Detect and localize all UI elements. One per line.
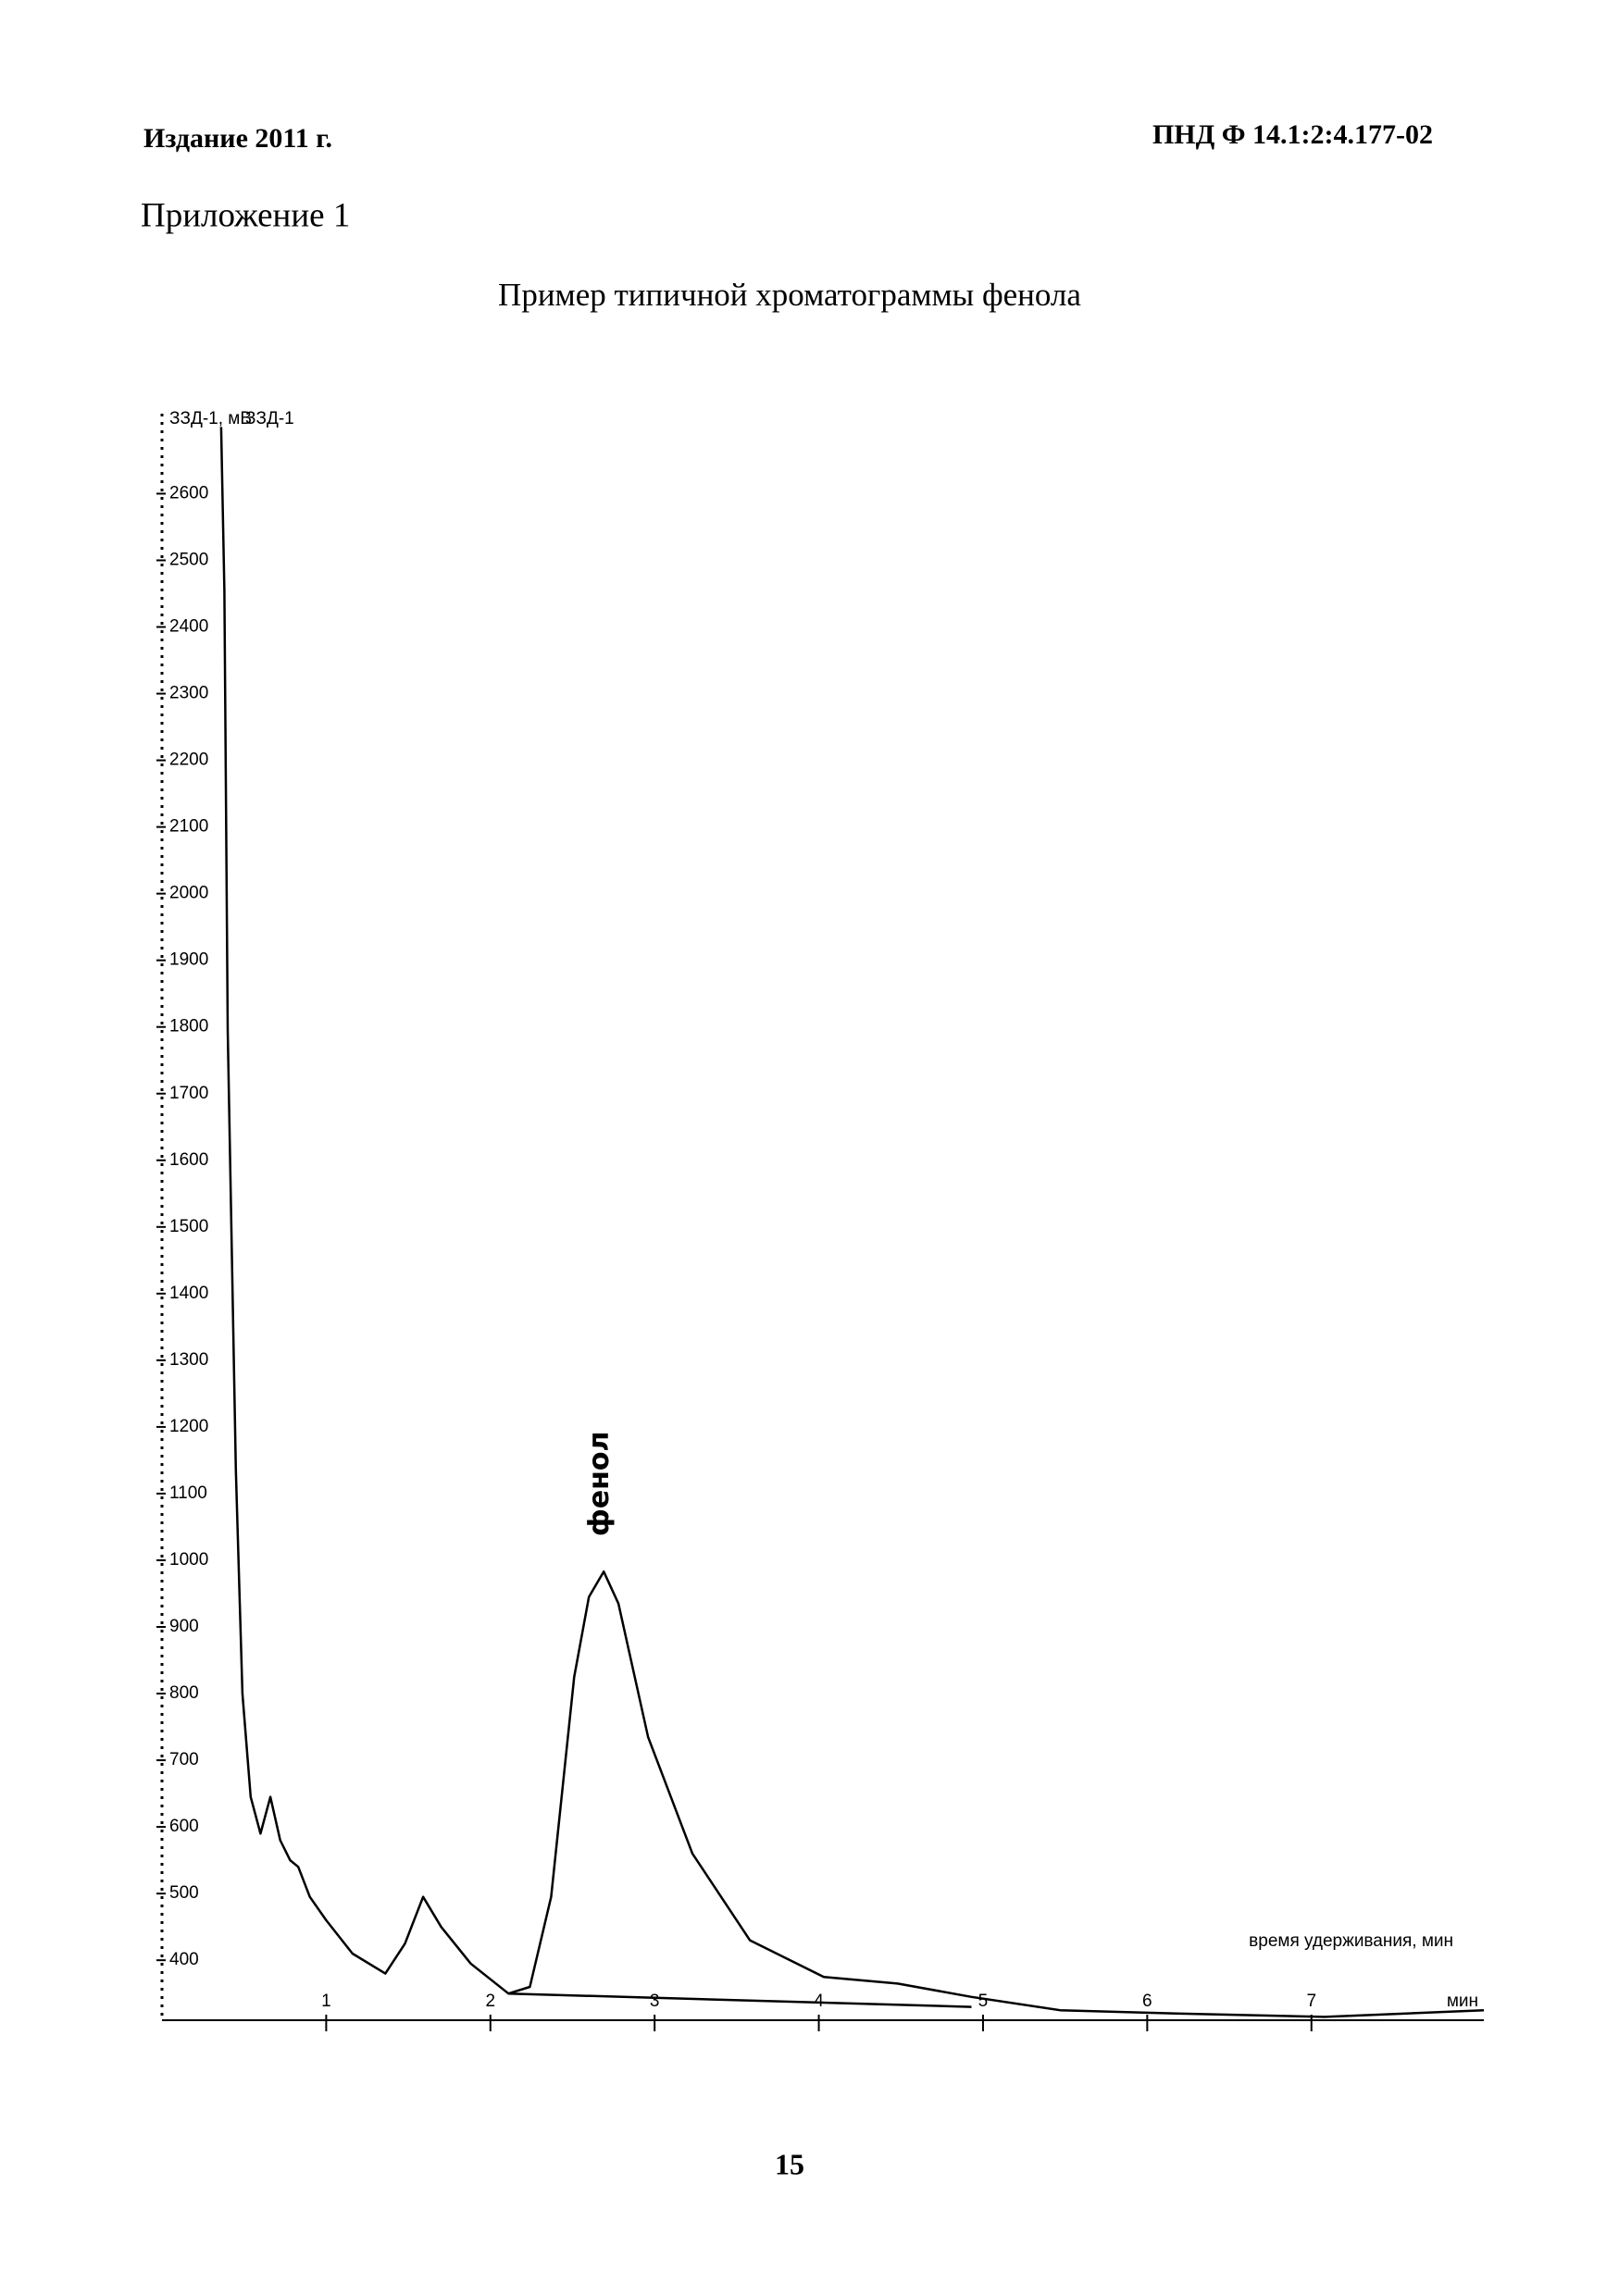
y-tick-label: 1300 [169, 1350, 208, 1370]
chart-title: Пример типичной хроматограммы фенола [498, 277, 1081, 313]
y-tick-label: 800 [169, 1683, 199, 1703]
y-tick-label: 1400 [169, 1284, 208, 1303]
y-tick-label: 400 [169, 1950, 199, 1969]
y-tick-label: 2300 [169, 684, 208, 703]
x-tick-label: 4 [814, 1992, 824, 2011]
x-unit: мин [1447, 1992, 1478, 2011]
x-axis-label: время удерживания, мин [1249, 1931, 1453, 1951]
y-tick-label: 1100 [169, 1483, 207, 1503]
y-tick-label: 700 [169, 1750, 199, 1769]
chromatogram-line [219, 427, 1485, 2018]
x-tick-label: 1 [321, 1992, 331, 2011]
header-left: Издание 2011 г. [143, 123, 332, 154]
y-tick-label: 1000 [169, 1550, 208, 1570]
y-tick-label: 2600 [169, 483, 208, 503]
y-tick-label: 2500 [169, 550, 208, 569]
y-tick-label: 900 [169, 1617, 199, 1636]
peak-annotation: фенол [583, 1431, 616, 1535]
x-tick-label: 7 [1306, 1992, 1316, 2011]
series-label: ЗЗД-1 [245, 409, 294, 428]
x-tick-label: 6 [1142, 1992, 1152, 2011]
x-tick-label: 5 [978, 1992, 989, 2011]
y-axis-label: ЗЗД-1, мВ [169, 409, 252, 428]
y-tick-label: 2100 [169, 817, 208, 837]
appendix: Приложение 1 [141, 196, 350, 234]
chromatogram-line [508, 1992, 972, 2008]
y-tick-label: 2400 [169, 617, 208, 637]
y-tick-label: 1900 [169, 950, 208, 970]
y-tick-label: 1200 [169, 1417, 208, 1436]
y-tick-label: 500 [169, 1883, 199, 1903]
page-number: 15 [775, 2147, 804, 2180]
x-tick-label: 3 [650, 1992, 660, 2011]
y-tick-label: 600 [169, 1817, 199, 1836]
y-tick-label: 2000 [169, 884, 208, 903]
header-right: ПНД Ф 14.1:2:4.177-02 [1152, 119, 1433, 150]
y-tick-label: 1800 [169, 1017, 208, 1036]
x-tick-label: 2 [485, 1992, 495, 2011]
y-tick-label: 1600 [169, 1150, 208, 1170]
y-tick-label: 2200 [169, 751, 208, 770]
y-tick-label: 1500 [169, 1217, 208, 1236]
y-tick-label: 1700 [169, 1084, 208, 1103]
